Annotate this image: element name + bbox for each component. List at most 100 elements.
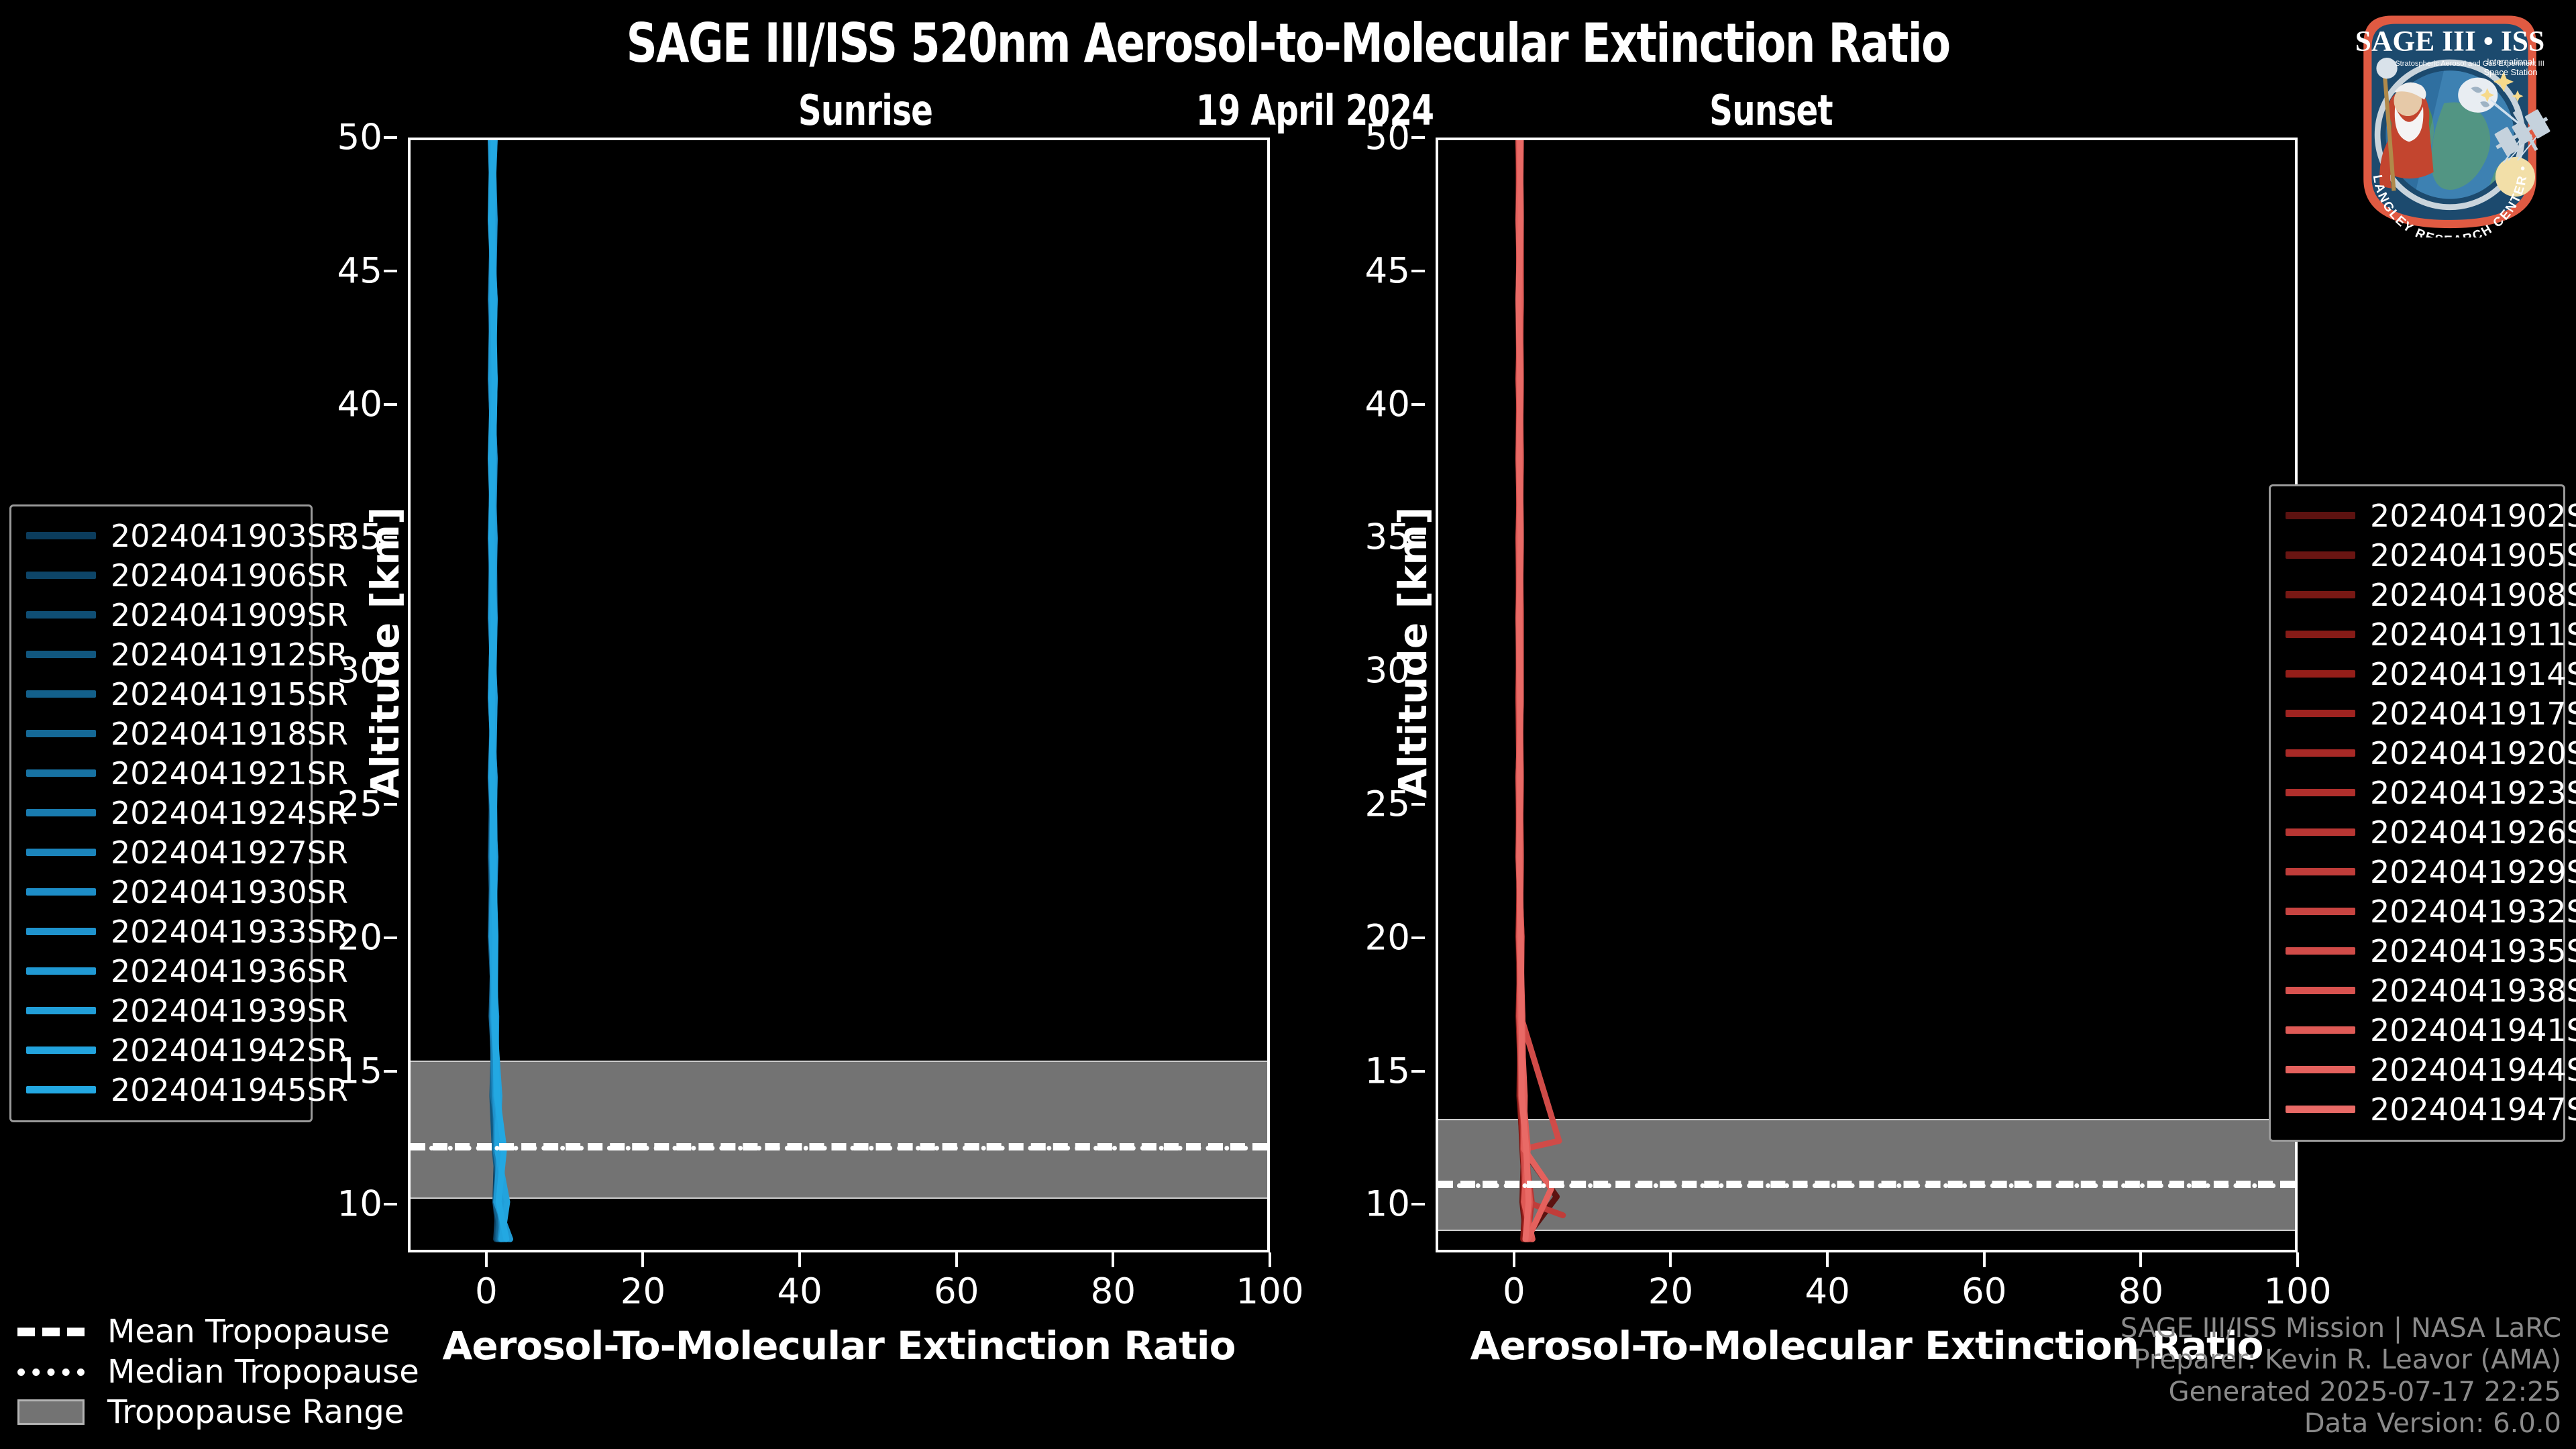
legend-item-2024041905SS[interactable]: 2024041905SS (2286, 535, 2576, 575)
legend-item-2024041939SR[interactable]: 2024041939SR (26, 991, 348, 1030)
legend-color-swatch (26, 967, 96, 975)
legend-item-2024041920SS[interactable]: 2024041920SS (2286, 733, 2576, 773)
median-tropopause-label: Median Tropopause (107, 1353, 419, 1391)
legend-event-label: 2024041944SS (2370, 1051, 2576, 1088)
legend-item-2024041930SR[interactable]: 2024041930SR (26, 872, 348, 912)
y-tick-mark-20 (384, 936, 397, 939)
x-tick-mark-80 (2139, 1252, 2143, 1267)
legend-event-label: 2024041906SR (111, 557, 348, 594)
legend-item-2024041945SR[interactable]: 2024041945SR (26, 1070, 348, 1110)
legend-color-swatch (2286, 551, 2355, 559)
legend-item-2024041935SS[interactable]: 2024041935SS (2286, 931, 2576, 971)
legend-item-2024041902SS[interactable]: 2024041902SS (2286, 496, 2576, 535)
x-tick-mark-0 (1512, 1252, 1515, 1267)
legend-color-swatch (26, 809, 96, 816)
sunrise-panel-label: Sunrise (798, 86, 933, 135)
legend-color-swatch (2286, 828, 2355, 836)
sunset-x-axis-title: Aerosol-To-Molecular Extinction Ratio (1470, 1323, 2263, 1368)
legend-event-label: 2024041932SS (2370, 893, 2576, 930)
legend-event-label: 2024041909SR (111, 596, 348, 633)
legend-item-2024041938SS[interactable]: 2024041938SS (2286, 971, 2576, 1010)
legend-color-swatch (2286, 868, 2355, 875)
y-tick-mark-50 (1411, 136, 1425, 139)
legend-item-2024041923SS[interactable]: 2024041923SS (2286, 773, 2576, 812)
legend-color-swatch (26, 651, 96, 658)
legend-color-swatch (26, 769, 96, 777)
sunset-event-legend[interactable]: 2024041902SS2024041905SS2024041908SS2024… (2269, 484, 2576, 1142)
legend-color-swatch (2286, 1066, 2355, 1073)
logo-subtitle-right-1: International (2487, 56, 2534, 66)
legend-color-swatch (26, 849, 96, 856)
legend-event-label: 2024041929SS (2370, 853, 2576, 890)
sunrise-x-axis: Aerosol-To-Molecular Extinction Ratio 0 2… (408, 1252, 1304, 1368)
sunrise-event-legend[interactable]: 2024041903SR 2024041906SR 2024041909SR 2024… (9, 504, 348, 1122)
legend-event-label: 2024041939SR (111, 992, 348, 1029)
legend-item-2024041924SR[interactable]: 2024041924SR (26, 793, 348, 833)
y-tick-mark-35 (1411, 536, 1425, 539)
sunset-data-traces (1515, 140, 1566, 1242)
legend-item-2024041917SS[interactable]: 2024041917SS (2286, 694, 2576, 733)
legend-item-2024041912SR[interactable]: 2024041912SR (26, 635, 348, 674)
x-tick-label-20: 20 (1648, 1271, 1694, 1312)
legend-item-2024041903SR[interactable]: 2024041903SR (26, 516, 348, 555)
x-tick-mark-0 (484, 1252, 488, 1267)
sunset-tropopause-range-band (1438, 1119, 2295, 1232)
legend-item-2024041918SR[interactable]: 2024041918SR (26, 714, 348, 753)
y-tick-label-40: 40 (337, 384, 382, 425)
y-tick-mark-10 (1411, 1203, 1425, 1206)
legend-event-label: 2024041920SS (2370, 735, 2576, 771)
y-tick-mark-15 (384, 1069, 397, 1073)
sunset-y-axis: 10 15 20 25 30 35 40 45 50 (1331, 117, 1425, 1252)
legend-event-label: 2024041933SR (111, 913, 348, 950)
x-tick-mark-100 (1269, 1252, 1271, 1267)
legend-event-label: 2024041911SS (2370, 616, 2576, 653)
x-tick-label-60: 60 (1961, 1271, 2007, 1312)
sage-mission-patch-logo: SAGE III • ISS Stratospheric Aerosol and… (2328, 0, 2567, 248)
legend-item-2024041936SR[interactable]: 2024041936SR (26, 951, 348, 991)
x-tick-label-60: 60 (933, 1271, 979, 1312)
y-tick-mark-20 (1411, 936, 1425, 939)
legend-color-swatch (26, 1046, 96, 1054)
footer-line-preparer: Preparer: Kevin R. Leavor (AMA) (2133, 1344, 2561, 1376)
legend-item-2024041929SS[interactable]: 2024041929SS (2286, 852, 2576, 892)
y-tick-mark-50 (384, 136, 397, 139)
x-tick-label-20: 20 (620, 1271, 666, 1312)
y-tick-label-30: 30 (1364, 650, 1410, 692)
legend-color-swatch (2286, 749, 2355, 757)
legend-item-2024041933SR[interactable]: 2024041933SR (26, 912, 348, 951)
mean-tropopause-label: Mean Tropopause (107, 1313, 390, 1350)
legend-event-label: 2024041930SR (111, 873, 348, 910)
x-tick-label-40: 40 (1805, 1271, 1850, 1312)
legend-event-label: 2024041921SR (111, 755, 348, 792)
legend-item-2024041926SS[interactable]: 2024041926SS (2286, 812, 2576, 852)
y-tick-label-35: 35 (337, 517, 382, 558)
legend-color-swatch (26, 1007, 96, 1014)
x-tick-label-100: 100 (1236, 1271, 1304, 1312)
y-tick-mark-40 (384, 402, 397, 406)
legend-item-2024041915SR[interactable]: 2024041915SR (26, 674, 348, 714)
logo-subtitle-right-2: Space Station (2483, 67, 2537, 77)
legend-item-2024041909SR[interactable]: 2024041909SR (26, 595, 348, 635)
legend-item-2024041941SS[interactable]: 2024041941SS (2286, 1010, 2576, 1050)
legend-item-2024041911SS[interactable]: 2024041911SS (2286, 614, 2576, 654)
legend-item-2024041921SR[interactable]: 2024041921SR (26, 753, 348, 793)
x-tick-label-0: 0 (474, 1271, 498, 1312)
legend-event-label: 2024041908SS (2370, 576, 2576, 613)
y-tick-mark-45 (384, 269, 397, 272)
legend-item-2024041944SS[interactable]: 2024041944SS (2286, 1050, 2576, 1089)
legend-item-2024041914SS[interactable]: 2024041914SS (2286, 654, 2576, 694)
tropopause-legend: Mean Tropopause Median Tropopause Tropop… (17, 1311, 419, 1432)
legend-item-2024041947SS[interactable]: 2024041947SS (2286, 1089, 2576, 1129)
y-tick-mark-25 (384, 803, 397, 806)
y-tick-label-45: 45 (1364, 250, 1410, 292)
legend-color-swatch (26, 690, 96, 698)
legend-item-2024041927SR[interactable]: 2024041927SR (26, 833, 348, 872)
legend-item-2024041942SR[interactable]: 2024041942SR (26, 1030, 348, 1070)
y-tick-label-10: 10 (1364, 1183, 1410, 1225)
legend-event-label: 2024041923SS (2370, 774, 2576, 811)
legend-item-2024041906SR[interactable]: 2024041906SR (26, 555, 348, 595)
legend-item-2024041908SS[interactable]: 2024041908SS (2286, 575, 2576, 614)
legend-event-label: 2024041903SR (111, 517, 348, 554)
sunrise-y-axis: 10 15 20 25 30 35 40 45 50 (303, 117, 397, 1252)
legend-item-2024041932SS[interactable]: 2024041932SS (2286, 892, 2576, 931)
